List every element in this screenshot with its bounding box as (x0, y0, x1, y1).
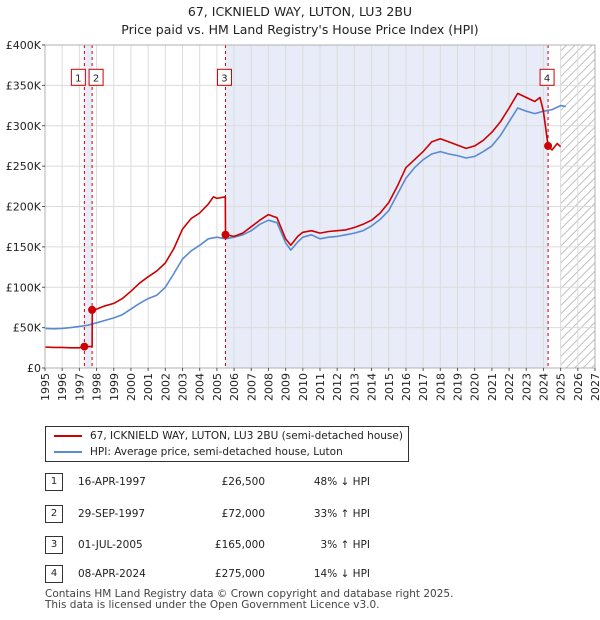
footer-line-copyright: Contains HM Land Registry data © Crown c… (45, 588, 454, 600)
x-tick-label: 2022 (503, 373, 516, 401)
sale-row: 3 01-JUL-2005 £165,000 3% ↑ HPI (45, 536, 405, 554)
x-tick-label: 2019 (452, 373, 465, 401)
sale-price: £26,500 (221, 476, 265, 488)
legend-item-hpi: HPI: Average price, semi-detached house,… (54, 444, 343, 460)
sale-label-box (70, 68, 86, 86)
sale-number-badge: 3 (45, 536, 63, 554)
y-tick-label: £250K (6, 160, 42, 173)
sale-date: 29-SEP-1997 (78, 508, 146, 520)
x-tick-label: 2009 (280, 373, 293, 401)
sale-number-badge: 1 (45, 473, 63, 491)
x-tick-label: 2008 (262, 373, 275, 401)
sale-point (221, 230, 230, 239)
x-tick-label: 2012 (331, 373, 344, 401)
x-tick-label: 2006 (228, 373, 241, 401)
chart-title: 67, ICKNIELD WAY, LUTON, LU3 2BU (187, 4, 413, 19)
x-tick-label: 2024 (537, 373, 550, 401)
sale-date: 01-JUL-2005 (78, 539, 143, 551)
sale-number-badge: 4 (45, 565, 63, 583)
sale-price: £165,000 (214, 539, 265, 551)
property-price-line (44, 92, 562, 349)
legend-swatch-red (54, 435, 82, 437)
price-chart: 1 2 3 4 £0 £50K £100K £150K £200K £250K £300K £350… (6, 39, 600, 401)
footer-line-licence: This data is licensed under the Open Gov… (45, 599, 380, 611)
sale-label-number: 3 (221, 73, 227, 84)
sale-label-number: 4 (544, 73, 550, 84)
x-tick-label: 2016 (400, 373, 413, 401)
sale-price: £72,000 (221, 508, 265, 520)
x-tick-label: 2007 (245, 373, 258, 401)
x-tick-label: 2026 (572, 373, 585, 401)
sale-label-box (216, 68, 232, 86)
y-tick-label: £350K (6, 79, 42, 92)
x-tick-label: 2001 (142, 373, 155, 401)
x-tick-label: 2021 (486, 373, 499, 401)
x-tick-label: 2011 (314, 373, 327, 401)
attribution-footer: Contains HM Land Registry data © Crown c… (45, 589, 453, 611)
sale-row: 2 29-SEP-1997 £72,000 33% ↑ HPI (45, 505, 405, 523)
x-tick-label: 2023 (520, 373, 533, 401)
x-tick-label: 2025 (555, 373, 568, 401)
y-tick-label: £50K (13, 322, 42, 335)
x-tick-label: 2004 (194, 373, 207, 401)
x-tick-label: 1995 (39, 373, 52, 401)
hpi-line (44, 104, 566, 330)
legend-swatch-blue (54, 451, 82, 453)
x-tick-label: 2013 (348, 373, 361, 401)
sale-row: 4 08-APR-2024 £275,000 14% ↓ HPI (45, 565, 405, 583)
x-tick-label: 2018 (434, 373, 447, 401)
x-tick-label: 1998 (91, 373, 104, 401)
x-tick-label: 2017 (417, 373, 430, 401)
legend-label-property: 67, ICKNIELD WAY, LUTON, LU3 2BU (semi-d… (90, 430, 403, 442)
x-tick-label: 2005 (211, 373, 224, 401)
sale-label-box (539, 68, 555, 86)
legend-label-hpi: HPI: Average price, semi-detached house,… (90, 446, 343, 458)
x-tick-label: 2027 (589, 373, 600, 401)
sale-label-box (88, 68, 104, 86)
sale-number-badge: 2 (45, 505, 63, 523)
x-tick-label: 2015 (383, 373, 396, 401)
y-tick-label: £300K (6, 120, 42, 133)
sale-date: 08-APR-2024 (78, 568, 146, 580)
y-tick-label: £100K (6, 281, 42, 294)
sale-point (80, 342, 89, 351)
x-tick-label: 1996 (56, 373, 69, 401)
sale-hpi-diff: 14% ↓ HPI (313, 568, 370, 580)
x-tick-label: 2010 (297, 373, 310, 401)
sale-point (544, 141, 553, 150)
x-tick-label: 2003 (177, 373, 190, 401)
sale-label-number: 1 (75, 73, 81, 84)
x-tick-label: 2002 (159, 373, 172, 401)
y-tick-label: £0 (27, 362, 41, 375)
x-tick-label: 1999 (108, 373, 121, 401)
sale-price: £275,000 (214, 568, 265, 580)
sale-hpi-diff: 3% ↑ HPI (320, 539, 370, 551)
x-tick-label: 2020 (469, 373, 482, 401)
x-tick-label: 2014 (366, 373, 379, 401)
sale-point (88, 305, 97, 314)
x-tick-label: 2000 (125, 373, 138, 401)
chart-legend: 67, ICKNIELD WAY, LUTON, LU3 2BU (semi-d… (45, 426, 409, 462)
sale-hpi-diff: 33% ↑ HPI (313, 508, 370, 520)
chart-title-block: 67, ICKNIELD WAY, LUTON, LU3 2BU Price p… (0, 3, 600, 39)
sale-label-number: 2 (93, 73, 99, 84)
sale-date: 16-APR-1997 (78, 476, 146, 488)
y-tick-label: £400K (6, 39, 42, 52)
sale-row: 1 16-APR-1997 £26,500 48% ↓ HPI (45, 473, 405, 491)
y-tick-label: £200K (6, 201, 42, 214)
sale-hpi-diff: 48% ↓ HPI (313, 476, 370, 488)
y-tick-label: £150K (6, 241, 42, 254)
chart-subtitle: Price paid vs. HM Land Registry's House … (121, 22, 479, 37)
legend-item-property: 67, ICKNIELD WAY, LUTON, LU3 2BU (semi-d… (54, 428, 403, 444)
x-tick-label: 1997 (73, 373, 86, 401)
